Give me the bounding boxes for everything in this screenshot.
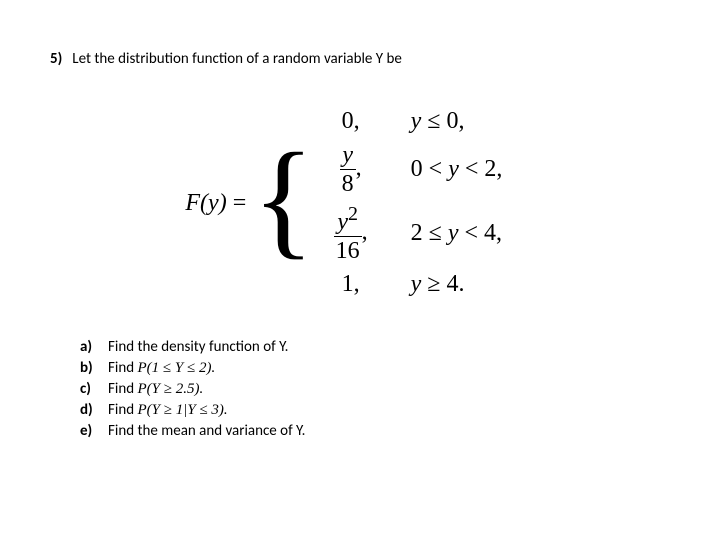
lhs-y: y [208,190,219,216]
case-row-2: y 8 , 0 < y < 2, [321,143,551,196]
case-2-fraction: y 8 [340,143,356,196]
case-row-3: y2 16 , 2 ≤ y < 4, [321,204,551,263]
lhs-close: ) [219,190,227,216]
subpart-c-text: Find P(Y ≥ 2.5). [108,380,203,398]
case-row-1: 0, y ≤ 0, [321,108,551,135]
lhs-open: ( [200,190,208,216]
case-4-value: 1, [321,271,381,298]
subpart-b: b) Find P(1 ≤ Y ≤ 2). [80,359,686,377]
equals-sign: = [233,190,247,217]
case-3-condition: 2 ≤ y < 4, [381,220,551,247]
left-brace: { [252,147,314,251]
case-row-4: 1, y ≥ 4. [321,271,551,298]
page-container: 5) Let the distribution function of a ra… [0,0,726,473]
question-prompt: Let the distribution function of a rando… [72,50,402,68]
subpart-c-label: c) [80,380,98,398]
case-1-value: 0, [321,108,381,135]
subpart-e-label: e) [80,422,98,440]
subparts-list: a) Find the density function of Y. b) Fi… [80,338,686,440]
equation-wrap: F(y) = { 0, y ≤ 0, y 8 , [50,108,686,298]
case-2-value: y 8 , [321,143,381,196]
subpart-d-text: Find P(Y ≥ 1|Y ≤ 3). [108,401,228,419]
equation-lhs: F(y) [185,190,226,217]
case-2-condition: 0 < y < 2, [381,156,551,183]
cases: 0, y ≤ 0, y 8 , 0 < y < 2, [321,108,551,298]
case-3-fraction: y2 16 [334,204,362,263]
question-row: 5) Let the distribution function of a ra… [50,50,686,68]
subpart-c: c) Find P(Y ≥ 2.5). [80,380,686,398]
subpart-b-text: Find P(1 ≤ Y ≤ 2). [108,359,215,377]
question-number: 5) [50,50,62,68]
case-1-condition: y ≤ 0, [381,108,551,135]
subpart-d: d) Find P(Y ≥ 1|Y ≤ 3). [80,401,686,419]
subpart-a-text: Find the density function of Y. [108,338,288,356]
subpart-a-label: a) [80,338,98,356]
lhs-F: F [185,190,200,216]
equation: F(y) = { 0, y ≤ 0, y 8 , [185,108,550,298]
case-3-value: y2 16 , [321,204,381,263]
subpart-a: a) Find the density function of Y. [80,338,686,356]
subpart-b-label: b) [80,359,98,377]
subpart-d-label: d) [80,401,98,419]
subpart-e-text: Find the mean and variance of Y. [108,422,305,440]
subpart-e: e) Find the mean and variance of Y. [80,422,686,440]
case-4-condition: y ≥ 4. [381,271,551,298]
